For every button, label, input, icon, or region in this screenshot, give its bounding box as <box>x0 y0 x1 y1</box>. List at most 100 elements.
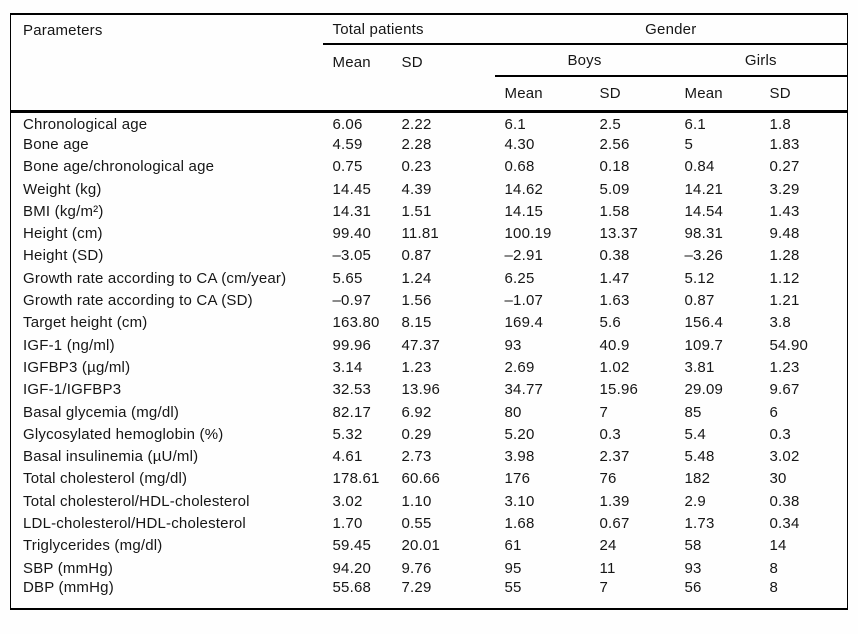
table-row: Bone age 4.59 2.28 4.30 2.56 5 1.83 <box>11 133 848 155</box>
table-cell: 40.9 <box>599 336 630 354</box>
row-label: Growth rate according to CA (cm/year) <box>23 269 287 287</box>
table-cell: 6 <box>769 403 779 421</box>
table-cell: 93 <box>504 336 522 354</box>
table-cell: 11 <box>599 559 616 577</box>
table-cell: 24 <box>599 537 617 555</box>
table-cell: 0.55 <box>401 514 432 532</box>
table-cell: 3.98 <box>504 448 535 466</box>
table-cell: 9.48 <box>769 225 800 243</box>
table-cell: 6.1 <box>684 115 706 133</box>
table-row: Basal insulinemia (µU/ml) 4.61 2.73 3.98 2.3… <box>11 445 848 467</box>
row-label: IGFBP3 (µg/ml) <box>23 358 131 376</box>
table-header: Parameters Total patients Gender Mean SD… <box>10 14 848 113</box>
table-cell: 178.61 <box>332 470 380 488</box>
header-row-subgroups: Mean SD Boys Girls <box>11 44 848 113</box>
table-cell: 1.21 <box>769 292 800 310</box>
table-cell: 0.34 <box>769 514 800 532</box>
header-boys: Boys <box>494 44 675 77</box>
table-cell: 1.47 <box>599 269 630 287</box>
table-cell: 2.28 <box>401 135 432 153</box>
header-gender: Gender <box>494 14 848 45</box>
table-cell: 5 <box>684 135 694 153</box>
header-row-stats: Mean SD Mean SD <box>11 76 848 113</box>
table-cell: 15.96 <box>599 381 639 399</box>
table-cell: 109.7 <box>684 336 724 354</box>
table-cell: 0.3 <box>769 425 791 443</box>
table-cell: 14 <box>769 537 787 555</box>
table-row: Total cholesterol/HDL-cholesterol 3.02 1.1… <box>11 490 848 512</box>
table-cell: 0.68 <box>504 158 535 176</box>
table-cell: 5.12 <box>684 269 715 287</box>
table-cell: 14.21 <box>684 180 724 198</box>
table-cell: 4.30 <box>504 135 535 153</box>
table-cell: 1.43 <box>769 202 800 220</box>
row-label: Total cholesterol/HDL-cholesterol <box>23 492 250 510</box>
table-cell: –1.07 <box>504 292 544 310</box>
table-row: DBP (mmHg) 55.68 7.29 55 7 56 8 <box>11 579 848 609</box>
table-cell: 1.73 <box>684 514 715 532</box>
table-row: Height (cm) 99.40 11.81 100.19 13.37 98.31 9.4… <box>11 222 848 244</box>
table-row: LDL-cholesterol/HDL-cholesterol 1.70 0.55 1… <box>11 512 848 534</box>
table-cell: 2.22 <box>401 115 432 133</box>
header-girls-sd: SD <box>759 76 848 113</box>
table-cell: 3.14 <box>332 358 363 376</box>
table-cell: 3.29 <box>769 180 800 198</box>
table-cell: 58 <box>684 537 702 555</box>
table-cell: 99.96 <box>332 336 372 354</box>
table-row: Chronological age 6.06 2.22 6.1 2.5 6.1 1.8 <box>11 111 848 133</box>
table-cell: 100.19 <box>504 225 552 243</box>
header-girls: Girls <box>674 44 848 77</box>
table-cell: 2.56 <box>599 135 630 153</box>
table-cell: 0.18 <box>599 158 630 176</box>
table-cell: 34.77 <box>504 381 544 399</box>
table-cell: 182 <box>684 470 711 488</box>
table-cell: 0.87 <box>401 247 432 265</box>
table-cell: 82.17 <box>332 403 372 421</box>
row-label: Chronological age <box>23 115 148 133</box>
header-parameters: Parameters <box>10 14 323 113</box>
table-row: SBP (mmHg) 94.20 9.76 95 11 93 8 <box>11 557 848 579</box>
table-cell: 60.66 <box>401 470 441 488</box>
table-cell: 14.31 <box>332 202 372 220</box>
row-label: Growth rate according to CA (SD) <box>23 292 253 310</box>
table-cell: 5.6 <box>599 314 621 332</box>
table-cell: 54.90 <box>769 336 809 354</box>
table-row: IGF-1 (ng/ml) 99.96 47.37 93 40.9 109.7 54.90 <box>11 334 848 356</box>
table-cell: 61 <box>504 537 522 555</box>
table-cell: 11.81 <box>401 225 439 243</box>
table-cell: 8 <box>769 559 779 577</box>
table-row: Triglycerides (mg/dl) 59.45 20.01 61 24 58 14 <box>11 535 848 557</box>
header-boys-sd: SD <box>589 76 675 113</box>
table-cell: 4.59 <box>332 135 363 153</box>
table-cell: 1.10 <box>401 492 432 510</box>
table-cell: 1.23 <box>769 358 800 376</box>
table-cell: 13.96 <box>401 381 441 399</box>
table-cell: 1.70 <box>332 514 363 532</box>
row-label: Height (SD) <box>23 247 104 265</box>
table-cell: 0.29 <box>401 425 432 443</box>
table-cell: 1.39 <box>599 492 630 510</box>
table-cell: 93 <box>684 559 702 577</box>
table-cell: –3.05 <box>332 247 372 265</box>
table-cell: 56 <box>684 579 702 597</box>
table-cell: 1.23 <box>401 358 432 376</box>
table-cell: 5.48 <box>684 448 715 466</box>
row-label: SBP (mmHg) <box>23 559 114 577</box>
header-row-groups: Parameters Total patients Gender <box>10 14 848 113</box>
table-cell: –0.97 <box>332 292 372 310</box>
row-label: LDL-cholesterol/HDL-cholesterol <box>23 514 246 532</box>
row-label: Bone age/chronological age <box>23 158 215 176</box>
table-cell: 8 <box>769 579 779 597</box>
table-cell: 0.38 <box>599 247 630 265</box>
table-cell: 2.73 <box>401 448 432 466</box>
table-cell: 0.84 <box>684 158 715 176</box>
table-body: Chronological age 6.06 2.22 6.1 2.5 6.1 1.8 Bon… <box>11 111 848 609</box>
table-cell: 80 <box>504 403 522 421</box>
table-cell: 0.38 <box>769 492 800 510</box>
table-cell: 30 <box>769 470 787 488</box>
table-cell: 1.51 <box>401 202 432 220</box>
table-cell: 29.09 <box>684 381 724 399</box>
row-label: Glycosylated hemoglobin (%) <box>23 425 224 443</box>
table-cell: 6.06 <box>332 115 363 133</box>
